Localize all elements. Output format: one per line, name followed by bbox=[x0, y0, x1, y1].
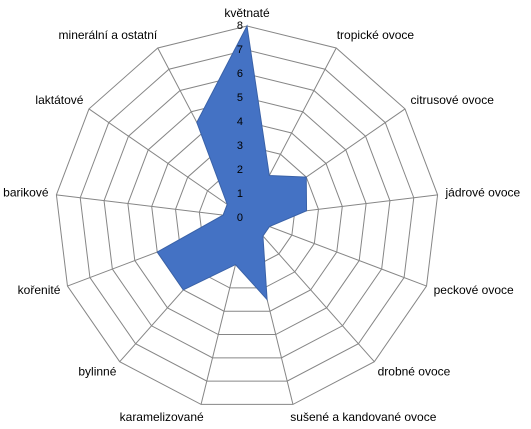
category-label: jádrové ovoce bbox=[444, 185, 520, 199]
r-tick-label: 1 bbox=[237, 188, 243, 200]
category-label: drobné ovoce bbox=[378, 364, 451, 378]
r-tick-label: 2 bbox=[237, 164, 243, 176]
r-tick-label: 3 bbox=[237, 140, 243, 152]
category-label: tropické ovoce bbox=[337, 28, 415, 42]
grid-line bbox=[55, 25, 439, 405]
grid-line bbox=[151, 121, 343, 312]
grid-line bbox=[103, 73, 391, 359]
grid-line bbox=[79, 49, 415, 382]
r-tick-label: 5 bbox=[237, 92, 243, 104]
grid-line bbox=[127, 97, 367, 336]
r-tick-label: 8 bbox=[237, 20, 243, 32]
r-tick-label: 0 bbox=[237, 212, 243, 224]
category-label: květnaté bbox=[224, 6, 270, 20]
axis-line bbox=[246, 217, 375, 363]
r-tick-label: 7 bbox=[237, 44, 243, 56]
category-label: peckové ovoce bbox=[434, 283, 514, 297]
category-label: barikové bbox=[3, 185, 49, 199]
category-label: laktátové bbox=[35, 93, 83, 107]
r-tick-label: 4 bbox=[237, 116, 243, 128]
category-label: karamelizované bbox=[120, 410, 204, 424]
grid-line bbox=[175, 145, 319, 289]
category-label: bylinné bbox=[78, 364, 116, 378]
category-label: minerální a ostatní bbox=[59, 28, 158, 42]
category-label: kořenité bbox=[18, 283, 61, 297]
radar-area bbox=[156, 24, 308, 301]
axis-line bbox=[246, 217, 427, 287]
r-tick-label: 6 bbox=[237, 68, 243, 80]
category-label: citrusové ovoce bbox=[411, 93, 495, 107]
category-label: sušené a kandované ovoce bbox=[290, 410, 436, 424]
axis-line bbox=[88, 108, 248, 219]
axis-line bbox=[56, 194, 248, 219]
